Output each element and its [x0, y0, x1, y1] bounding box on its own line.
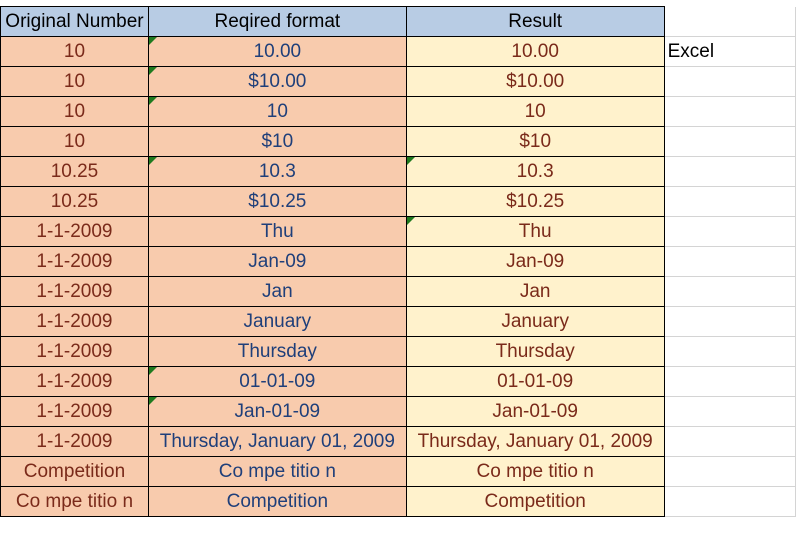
- result-cell[interactable]: 10.00: [405, 36, 665, 67]
- table-row: 10.25 $10.25 $10.25: [0, 186, 796, 217]
- result-cell[interactable]: Jan-01-09: [405, 396, 665, 427]
- empty-cell[interactable]: [664, 306, 796, 337]
- error-triangle-icon: [149, 157, 157, 165]
- original-number-cell[interactable]: 10: [0, 36, 149, 67]
- error-triangle-icon: [407, 217, 415, 225]
- required-format-cell[interactable]: $10.25: [147, 186, 407, 217]
- original-number-cell[interactable]: 1-1-2009: [0, 426, 149, 457]
- original-number-cell[interactable]: 1-1-2009: [0, 336, 149, 367]
- original-number-cell[interactable]: 1-1-2009: [0, 306, 149, 337]
- required-format-cell[interactable]: $10: [147, 126, 407, 157]
- table-row: 10 10.00 10.00 Excel: [0, 36, 796, 67]
- required-format-cell[interactable]: Competition: [147, 486, 407, 517]
- result-cell[interactable]: $10: [405, 126, 665, 157]
- required-format-cell[interactable]: Co mpe titio n: [147, 456, 407, 487]
- empty-cell[interactable]: [664, 156, 796, 187]
- empty-cell[interactable]: [664, 456, 796, 487]
- result-cell[interactable]: Co mpe titio n: [405, 456, 665, 487]
- required-format-cell[interactable]: 01-01-09: [147, 366, 407, 397]
- required-format-cell[interactable]: 10: [147, 96, 407, 127]
- side-label-cell[interactable]: Excel: [664, 36, 796, 67]
- error-triangle-icon: [149, 37, 157, 45]
- original-number-cell[interactable]: 1-1-2009: [0, 216, 149, 247]
- table-row: 10 $10 $10: [0, 126, 796, 157]
- original-number-cell[interactable]: 10.25: [0, 156, 149, 187]
- header-row: Original Number Reqired format Result: [0, 6, 796, 37]
- table-row: 1-1-2009 Thursday, January 01, 2009 Thursd…: [0, 426, 796, 457]
- original-number-cell[interactable]: 10: [0, 126, 149, 157]
- header-cell-format[interactable]: Reqired format: [147, 6, 407, 37]
- original-number-cell[interactable]: 1-1-2009: [0, 366, 149, 397]
- result-cell[interactable]: January: [405, 306, 665, 337]
- result-cell[interactable]: $10.25: [405, 186, 665, 217]
- empty-cell[interactable]: [664, 66, 796, 97]
- original-number-cell[interactable]: Competition: [0, 456, 149, 487]
- result-cell[interactable]: 10: [405, 96, 665, 127]
- spreadsheet-grid: Original Number Reqired format Result 10…: [0, 6, 796, 517]
- original-number-cell[interactable]: 10: [0, 96, 149, 127]
- table-row: Co mpe titio n Competition Competition: [0, 486, 796, 517]
- original-number-cell[interactable]: 1-1-2009: [0, 276, 149, 307]
- header-cell-original[interactable]: Original Number: [0, 6, 149, 37]
- table-row: 1-1-2009 January January: [0, 306, 796, 337]
- result-cell[interactable]: 01-01-09: [405, 366, 665, 397]
- result-cell[interactable]: Thu: [405, 216, 665, 247]
- table-row: 1-1-2009 01-01-09 01-01-09: [0, 366, 796, 397]
- result-cell[interactable]: Jan-09: [405, 246, 665, 277]
- error-triangle-icon: [149, 67, 157, 75]
- original-number-cell[interactable]: 10: [0, 66, 149, 97]
- result-cell[interactable]: $10.00: [405, 66, 665, 97]
- required-format-cell[interactable]: Jan-09: [147, 246, 407, 277]
- empty-cell[interactable]: [664, 486, 796, 517]
- result-cell[interactable]: Thursday, January 01, 2009: [405, 426, 665, 457]
- table-row: 1-1-2009 Jan-01-09 Jan-01-09: [0, 396, 796, 427]
- table-row: Competition Co mpe titio n Co mpe titio n: [0, 456, 796, 487]
- table-row: 10.25 10.3 10.3: [0, 156, 796, 187]
- required-format-cell[interactable]: Thu: [147, 216, 407, 247]
- required-format-cell[interactable]: Jan-01-09: [147, 396, 407, 427]
- grid-body: Original Number Reqired format Result 10…: [0, 6, 796, 517]
- empty-cell[interactable]: [664, 6, 796, 37]
- result-cell[interactable]: Jan: [405, 276, 665, 307]
- original-number-cell[interactable]: 1-1-2009: [0, 246, 149, 277]
- error-triangle-icon: [149, 97, 157, 105]
- required-format-cell[interactable]: 10.3: [147, 156, 407, 187]
- required-format-cell[interactable]: Jan: [147, 276, 407, 307]
- table-row: 1-1-2009 Thu Thu: [0, 216, 796, 247]
- empty-cell[interactable]: [664, 126, 796, 157]
- empty-cell[interactable]: [664, 246, 796, 277]
- original-number-cell[interactable]: Co mpe titio n: [0, 486, 149, 517]
- original-number-cell[interactable]: 1-1-2009: [0, 396, 149, 427]
- required-format-cell[interactable]: $10.00: [147, 66, 407, 97]
- table-row: 10 $10.00 $10.00: [0, 66, 796, 97]
- empty-cell[interactable]: [664, 96, 796, 127]
- error-triangle-icon: [149, 367, 157, 375]
- empty-cell[interactable]: [664, 216, 796, 247]
- table-row: 10 10 10: [0, 96, 796, 127]
- empty-cell[interactable]: [664, 366, 796, 397]
- header-cell-result[interactable]: Result: [405, 6, 665, 37]
- empty-cell[interactable]: [664, 186, 796, 217]
- result-cell[interactable]: Competition: [405, 486, 665, 517]
- empty-cell[interactable]: [664, 276, 796, 307]
- result-cell[interactable]: 10.3: [405, 156, 665, 187]
- required-format-cell[interactable]: January: [147, 306, 407, 337]
- empty-cell[interactable]: [664, 336, 796, 367]
- required-format-cell[interactable]: Thursday, January 01, 2009: [147, 426, 407, 457]
- original-number-cell[interactable]: 10.25: [0, 186, 149, 217]
- table-row: 1-1-2009 Thursday Thursday: [0, 336, 796, 367]
- table-row: 1-1-2009 Jan-09 Jan-09: [0, 246, 796, 277]
- empty-cell[interactable]: [664, 396, 796, 427]
- empty-cell[interactable]: [664, 426, 796, 457]
- error-triangle-icon: [407, 157, 415, 165]
- table-row: 1-1-2009 Jan Jan: [0, 276, 796, 307]
- required-format-cell[interactable]: Thursday: [147, 336, 407, 367]
- result-cell[interactable]: Thursday: [405, 336, 665, 367]
- required-format-cell[interactable]: 10.00: [147, 36, 407, 67]
- error-triangle-icon: [149, 397, 157, 405]
